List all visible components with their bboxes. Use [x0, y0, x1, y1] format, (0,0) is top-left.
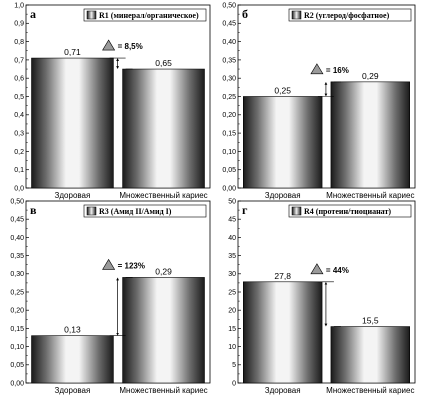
y-tick-label: 0,7	[14, 57, 24, 64]
y-tick-label: 45	[228, 217, 236, 224]
category-label: Множественный кариес	[119, 386, 207, 395]
bar-multiple-caries	[330, 326, 410, 384]
y-tick-label: 35	[228, 253, 236, 260]
y-tick-label: 0,0	[14, 185, 24, 192]
bar-healthy	[243, 96, 323, 189]
y-tick-label: 0,35	[222, 57, 236, 64]
legend-swatch	[291, 206, 302, 216]
y-tick-label: 15	[228, 326, 236, 333]
y-tick-label: 20	[228, 308, 236, 315]
delta-label: = 123%	[118, 261, 145, 270]
y-tick-label: 0,25	[222, 94, 236, 101]
y-tick-label: 0,6	[14, 76, 24, 83]
y-tick-label: 10	[228, 344, 236, 351]
category-label: Здоровая	[265, 386, 301, 395]
y-tick-label: 0,5	[14, 94, 24, 101]
y-tick-label: 5	[232, 362, 236, 369]
y-tick-label: 0,1	[14, 167, 24, 174]
y-tick-label: 50	[228, 198, 236, 205]
y-tick-label: 0	[232, 380, 236, 387]
category-label: Множественный кариес	[119, 191, 207, 200]
legend-swatch	[291, 10, 302, 20]
delta-triangle-icon	[102, 39, 116, 51]
panel-letter: г	[242, 203, 248, 217]
legend-box	[83, 8, 207, 22]
y-tick-label: 30	[228, 271, 236, 278]
y-tick-label: 1,0	[14, 2, 24, 9]
y-tick-label: 0,20	[222, 112, 236, 119]
bar-healthy	[31, 335, 114, 384]
legend-label: R3 (Амид II/Амид I)	[99, 207, 172, 216]
delta-triangle-icon	[102, 258, 116, 270]
panel-letter: в	[30, 203, 37, 217]
y-tick-label: 0,45	[222, 21, 236, 28]
y-tick-label: 0,40	[10, 235, 24, 242]
legend-box	[83, 204, 207, 218]
y-tick-label: 0,15	[10, 326, 24, 333]
category-label: Здоровая	[55, 191, 91, 200]
bar-healthy	[31, 57, 114, 189]
y-tick-label: 0,45	[10, 217, 24, 224]
y-tick-label: 0,10	[10, 344, 24, 351]
data-label: 0,29	[362, 71, 379, 81]
y-tick-label: 0,30	[222, 76, 236, 83]
panel-2: 0,00 0,05 0,10 0,15 0,20 0,25 0,30 0,35 0,40 0,45…	[222, 2, 416, 200]
delta-triangle-icon	[310, 263, 324, 275]
y-tick-label: 0,15	[222, 131, 236, 138]
delta-label: = 8,5%	[118, 42, 143, 51]
legend-swatch	[86, 206, 97, 216]
y-tick-label: 0,25	[10, 289, 24, 296]
y-tick-label: 0,8	[14, 39, 24, 46]
delta-triangle-icon	[310, 63, 324, 75]
y-tick-label: 0,3	[14, 131, 24, 138]
legend-label: R4 (протеин/тиоцианат)	[304, 207, 391, 216]
y-tick-label: 40	[228, 235, 236, 242]
data-label: 0,29	[155, 266, 172, 276]
legend-box	[288, 204, 412, 218]
legend-box	[288, 8, 412, 22]
y-tick-label: 0,10	[222, 149, 236, 156]
panel-letter: а	[30, 7, 36, 21]
y-tick-label: 0,30	[10, 271, 24, 278]
legend-label: R2 (углерод/фосфатное)	[304, 11, 390, 20]
y-tick-label: 0,05	[10, 362, 24, 369]
category-label: Множественный кариес	[326, 386, 414, 395]
y-tick-label: 0,2	[14, 149, 24, 156]
delta-label: = 44%	[326, 266, 349, 275]
y-tick-label: 0,40	[222, 39, 236, 46]
y-tick-label: 0,20	[10, 308, 24, 315]
delta-label: = 16%	[326, 66, 349, 75]
y-tick-label: 0,50	[10, 198, 24, 205]
y-tick-label: 0,00	[222, 185, 236, 192]
category-label: Здоровая	[265, 191, 301, 200]
data-label: 27,8	[274, 271, 291, 281]
y-tick-label: 25	[228, 289, 236, 296]
y-tick-label: 0,9	[14, 21, 24, 28]
legend-swatch	[86, 10, 97, 20]
data-label: 0,25	[274, 86, 291, 96]
y-tick-label: 0,00	[10, 380, 24, 387]
y-tick-label: 0,50	[222, 2, 236, 9]
panel-1: 0,0 0,1 0,2 0,3 0,4 0,5 0,6 0,7 0,8 0,9 1,0 0,71 Здо…	[14, 2, 211, 200]
panel-3: 0,00 0,05 0,10 0,15 0,20 0,25 0,30 0,35 0,40 0,45…	[10, 198, 211, 395]
category-label: Здоровая	[55, 386, 91, 395]
data-label: 0,71	[64, 47, 81, 57]
data-label: 15,5	[362, 316, 379, 326]
bar-multiple-caries	[122, 277, 205, 384]
data-label: 0,13	[64, 325, 81, 335]
legend-label: R1 (минерал/органическое)	[99, 11, 199, 20]
panel-letter: б	[242, 7, 248, 21]
y-tick-label: 0,05	[222, 167, 236, 174]
bar-multiple-caries	[330, 81, 410, 189]
data-label: 0,65	[155, 58, 172, 68]
category-label: Множественный кариес	[326, 191, 414, 200]
y-tick-label: 0,4	[14, 112, 24, 119]
y-tick-label: 0,35	[10, 253, 24, 260]
bar-healthy	[243, 281, 323, 384]
bar-multiple-caries	[122, 68, 205, 189]
panel-4: 0 5 10 15 20 25 30 35 40 45 50 27,8 Здоровая 15,5 Множ…	[228, 198, 416, 395]
